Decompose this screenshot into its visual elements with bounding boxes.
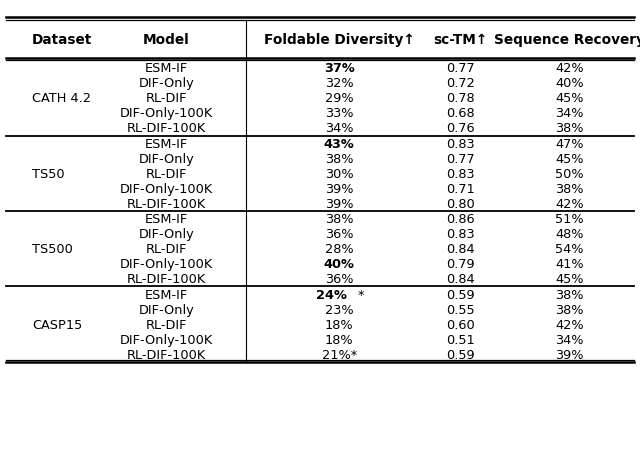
Text: RL-DIF: RL-DIF xyxy=(146,92,187,105)
Text: 37%: 37% xyxy=(324,62,355,75)
Text: Model: Model xyxy=(143,33,190,46)
Text: 0.80: 0.80 xyxy=(447,198,475,211)
Text: CATH 4.2: CATH 4.2 xyxy=(32,92,91,105)
Text: 45%: 45% xyxy=(556,92,584,105)
Text: 38%: 38% xyxy=(556,122,584,135)
Text: 0.83: 0.83 xyxy=(447,167,475,180)
Text: 43%: 43% xyxy=(324,137,355,150)
Text: 38%: 38% xyxy=(325,212,353,226)
Text: 0.86: 0.86 xyxy=(447,212,475,226)
Text: RL-DIF: RL-DIF xyxy=(146,243,187,256)
Text: ESM-IF: ESM-IF xyxy=(145,62,188,75)
Text: DIF-Only: DIF-Only xyxy=(138,303,195,316)
Text: 42%: 42% xyxy=(556,198,584,211)
Text: 40%: 40% xyxy=(556,77,584,90)
Text: CASP15: CASP15 xyxy=(32,318,83,331)
Text: 30%: 30% xyxy=(325,167,353,180)
Text: 0.59: 0.59 xyxy=(447,348,475,361)
Text: 0.84: 0.84 xyxy=(447,273,475,286)
Text: ESM-IF: ESM-IF xyxy=(145,288,188,301)
Text: sc-TM↑: sc-TM↑ xyxy=(434,33,488,46)
Text: 29%: 29% xyxy=(325,92,353,105)
Text: 23%: 23% xyxy=(325,303,353,316)
Text: Dataset: Dataset xyxy=(32,33,92,46)
Text: 54%: 54% xyxy=(556,243,584,256)
Text: 39%: 39% xyxy=(556,348,584,361)
Text: 34%: 34% xyxy=(556,107,584,120)
Text: 38%: 38% xyxy=(556,183,584,195)
Text: 38%: 38% xyxy=(556,288,584,301)
Text: DIF-Only: DIF-Only xyxy=(138,77,195,90)
Text: 0.83: 0.83 xyxy=(447,228,475,240)
Text: 0.76: 0.76 xyxy=(447,122,475,135)
Text: 32%: 32% xyxy=(325,77,353,90)
Text: 0.77: 0.77 xyxy=(447,62,475,75)
Text: 0.77: 0.77 xyxy=(447,152,475,165)
Text: 21%*: 21%* xyxy=(321,348,357,361)
Text: DIF-Only: DIF-Only xyxy=(138,228,195,240)
Text: RL-DIF-100K: RL-DIF-100K xyxy=(127,273,206,286)
Text: 42%: 42% xyxy=(556,62,584,75)
Text: DIF-Only: DIF-Only xyxy=(138,152,195,165)
Text: *: * xyxy=(357,288,364,301)
Text: 45%: 45% xyxy=(556,273,584,286)
Text: RL-DIF: RL-DIF xyxy=(146,318,187,331)
Text: 39%: 39% xyxy=(325,183,353,195)
Text: 38%: 38% xyxy=(556,303,584,316)
Text: 36%: 36% xyxy=(325,228,353,240)
Text: 33%: 33% xyxy=(325,107,353,120)
Text: 40%: 40% xyxy=(324,258,355,271)
Text: 0.68: 0.68 xyxy=(447,107,475,120)
Text: 18%: 18% xyxy=(325,333,353,346)
Text: 42%: 42% xyxy=(556,318,584,331)
Text: 47%: 47% xyxy=(556,137,584,150)
Text: 50%: 50% xyxy=(556,167,584,180)
Text: DIF-Only-100K: DIF-Only-100K xyxy=(120,333,213,346)
Text: TS50: TS50 xyxy=(32,167,65,180)
Text: DIF-Only-100K: DIF-Only-100K xyxy=(120,183,213,195)
Text: Sequence Recovery: Sequence Recovery xyxy=(494,33,640,46)
Text: 34%: 34% xyxy=(325,122,353,135)
Text: 48%: 48% xyxy=(556,228,584,240)
Text: DIF-Only-100K: DIF-Only-100K xyxy=(120,258,213,271)
Text: 0.72: 0.72 xyxy=(447,77,475,90)
Text: RL-DIF: RL-DIF xyxy=(146,167,187,180)
Text: 0.83: 0.83 xyxy=(447,137,475,150)
Text: 34%: 34% xyxy=(556,333,584,346)
Text: DIF-Only-100K: DIF-Only-100K xyxy=(120,107,213,120)
Text: RL-DIF-100K: RL-DIF-100K xyxy=(127,198,206,211)
Text: 41%: 41% xyxy=(556,258,584,271)
Text: RL-DIF-100K: RL-DIF-100K xyxy=(127,122,206,135)
Text: 0.60: 0.60 xyxy=(447,318,475,331)
Text: 51%: 51% xyxy=(556,212,584,226)
Text: Foldable Diversity↑: Foldable Diversity↑ xyxy=(264,33,415,46)
Text: 0.59: 0.59 xyxy=(447,288,475,301)
Text: 18%: 18% xyxy=(325,318,353,331)
Text: 0.55: 0.55 xyxy=(447,303,475,316)
Text: RL-DIF-100K: RL-DIF-100K xyxy=(127,348,206,361)
Text: 0.84: 0.84 xyxy=(447,243,475,256)
Text: 45%: 45% xyxy=(556,152,584,165)
Text: 24%: 24% xyxy=(316,288,347,301)
Text: 0.78: 0.78 xyxy=(447,92,475,105)
Text: 36%: 36% xyxy=(325,273,353,286)
Text: 0.79: 0.79 xyxy=(447,258,475,271)
Text: ESM-IF: ESM-IF xyxy=(145,137,188,150)
Text: 38%: 38% xyxy=(325,152,353,165)
Text: TS500: TS500 xyxy=(32,243,73,256)
Text: ESM-IF: ESM-IF xyxy=(145,212,188,226)
Text: 0.71: 0.71 xyxy=(447,183,475,195)
Text: 39%: 39% xyxy=(325,198,353,211)
Text: 0.51: 0.51 xyxy=(447,333,475,346)
Text: 28%: 28% xyxy=(325,243,353,256)
